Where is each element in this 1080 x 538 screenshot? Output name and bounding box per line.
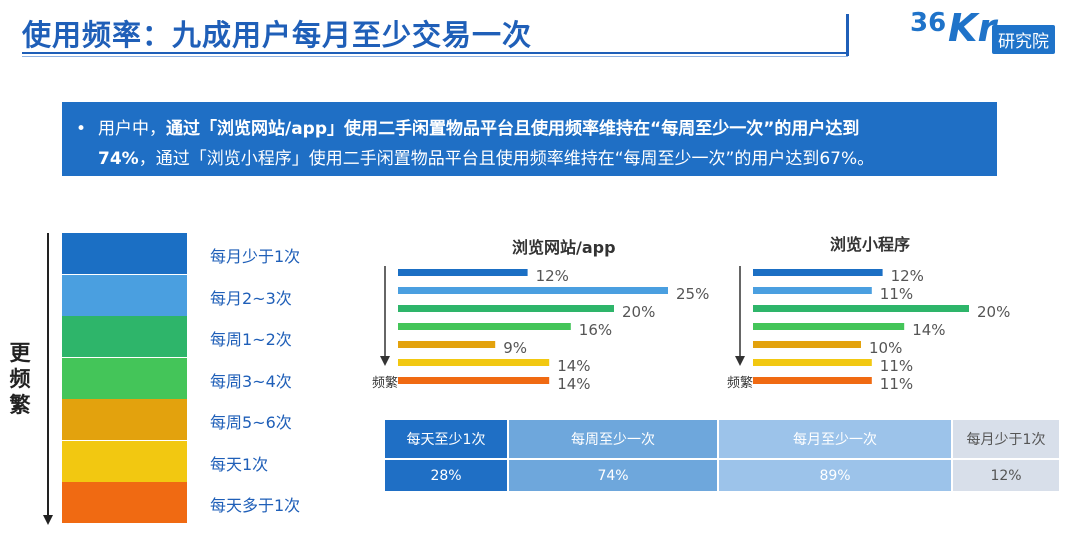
legend-swatch <box>62 357 187 399</box>
bar-value-label: 11% <box>880 375 913 393</box>
callout-part4: ，通过「浏览小程序」使用二手闲置物品平台且使用频率维持在“每周至少一次”的用户达… <box>138 149 875 169</box>
bar <box>398 323 571 330</box>
legend-swatch <box>62 316 187 357</box>
bar-value-label: 11% <box>880 285 913 303</box>
bar-value-label: 14% <box>557 357 590 375</box>
callout-part1: 用户中， <box>98 119 166 139</box>
bar-value-label: 16% <box>579 321 612 339</box>
bar <box>753 305 969 312</box>
summary-value: 12% <box>953 458 1059 491</box>
legend-label: 每周3~4次 <box>210 371 292 391</box>
down-arrow-icon <box>380 356 390 366</box>
legend-swatch <box>62 399 187 440</box>
summary-callout: • 用户中，通过「浏览网站/app」使用二手闲置物品平台且使用频率维持在“每周至… <box>62 102 997 176</box>
bar-value-label: 11% <box>880 357 913 375</box>
bar-value-label: 20% <box>622 303 655 321</box>
bar <box>398 269 528 276</box>
bar <box>398 287 668 294</box>
callout-part2: 通过「浏览网站/app」使用二手闲置物品平台且使用频率维持在“每周至少一次”的用… <box>166 119 860 139</box>
bar-value-label: 25% <box>676 285 709 303</box>
bar-value-label: 14% <box>912 321 945 339</box>
legend-label: 每月2~3次 <box>210 288 292 308</box>
bar <box>753 287 872 294</box>
summary-table: 每天至少1次 每周至少一次 每月至少一次 每月少于1次 28% 74% 89% … <box>385 420 1059 491</box>
bullet-icon: • <box>76 119 87 139</box>
side-char: 繁 <box>9 393 31 417</box>
legend-swatch <box>62 274 187 316</box>
summary-header: 每天至少1次 <box>385 420 509 458</box>
frequency-arrow <box>47 233 49 523</box>
bar <box>398 341 496 348</box>
legend-label: 每天1次 <box>210 454 269 474</box>
summary-value: 28% <box>385 458 509 491</box>
logo-number: 36 <box>910 8 947 38</box>
legend-label: 每周5~6次 <box>210 413 292 432</box>
bar-chart-app: 频繁 12% 25% 20% 16% 9% 14%14% <box>372 266 709 393</box>
callout-text: 用户中，通过「浏览网站/app」使用二手闲置物品平台且使用频率维持在“每周至少一… <box>98 114 981 174</box>
axis-label: 频繁 <box>372 375 398 391</box>
bar-value-label: 12% <box>536 267 569 285</box>
summary-value: 74% <box>509 458 719 491</box>
title-accent-bar <box>846 14 849 56</box>
bar-value-label: 12% <box>891 267 924 285</box>
bar <box>398 377 550 384</box>
summary-header: 每周至少一次 <box>509 420 719 458</box>
logo-label: 研究院 <box>992 25 1055 54</box>
legend-label: 每周1~2次 <box>210 330 292 349</box>
down-arrow-icon <box>43 515 53 525</box>
legend-side-label: 更 频 繁 <box>8 340 32 418</box>
summary-header: 每月至少一次 <box>719 420 953 458</box>
bar <box>753 341 861 348</box>
legend-swatch <box>62 233 187 274</box>
page-title: 使用频率：九成用户每月至少交易一次 <box>22 18 533 52</box>
legend-swatch <box>62 440 187 482</box>
bar-value-label: 14% <box>557 375 590 393</box>
axis-label: 频繁 <box>727 375 753 391</box>
title-divider-thin <box>22 56 848 57</box>
summary-header: 每月少于1次 <box>953 420 1059 458</box>
down-arrow-icon <box>735 356 745 366</box>
chart-title-miniprogram: 浏览小程序 <box>830 235 911 254</box>
legend-swatch <box>62 482 187 523</box>
callout-part3: 74% <box>98 149 139 169</box>
side-char: 频 <box>9 367 31 391</box>
title-divider <box>22 52 848 54</box>
bar <box>753 269 883 276</box>
legend-label: 每天多于1次 <box>210 496 301 515</box>
summary-value: 89% <box>719 458 953 491</box>
bar <box>753 377 872 384</box>
bar <box>753 359 872 366</box>
legend-label: 每月少于1次 <box>210 247 301 266</box>
bar-value-label: 20% <box>977 303 1010 321</box>
side-char: 更 <box>9 341 31 365</box>
bar-value-label: 9% <box>503 339 527 357</box>
brand-logo: 36 Kr 研究院 <box>910 6 1070 54</box>
bar <box>398 305 614 312</box>
logo-kr: Kr <box>948 6 997 50</box>
bar <box>398 359 550 366</box>
bar <box>753 323 905 330</box>
bar-value-label: 10% <box>869 339 902 357</box>
chart-title-app: 浏览网站/app <box>512 238 616 257</box>
